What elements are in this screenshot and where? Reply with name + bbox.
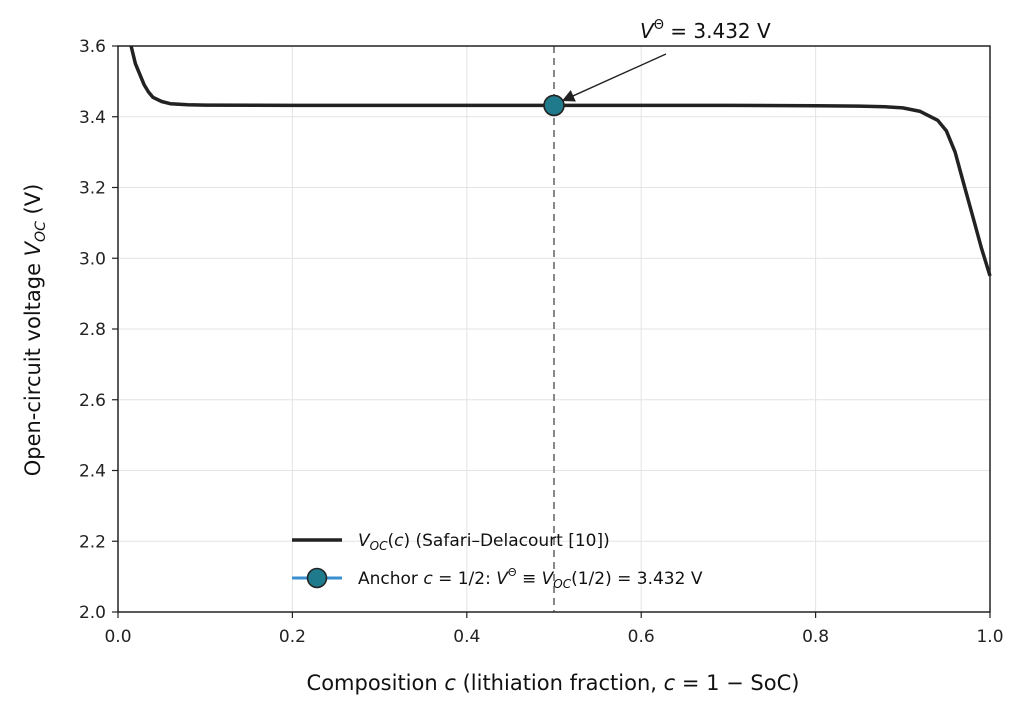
y-axis-ticks: 2.0 2.2 2.4 2.6 2.8 3.0 3.2 3.4 3.6	[79, 37, 118, 623]
y-tick-label: 3.4	[79, 108, 106, 128]
anchor-annotation-arrow	[561, 53, 667, 102]
legend-anchor-label: Anchor c = 1/2: VΘ ≡ VOC(1/2) = 3.432 V	[358, 566, 703, 591]
y-tick-label: 2.2	[79, 532, 106, 552]
y-tick-label: 2.6	[79, 391, 106, 411]
legend: VOC(c) (Safari–Delacourt [10]) Anchor c …	[292, 531, 703, 591]
y-tick-label: 3.2	[79, 179, 106, 199]
x-tick-label: 0.4	[453, 627, 480, 647]
legend-curve-label: VOC(c) (Safari–Delacourt [10])	[358, 531, 610, 553]
x-tick-label: 0.8	[802, 627, 829, 647]
x-tick-label: 0.2	[279, 627, 306, 647]
anchor-annotation: VΘ = 3.432 V	[561, 18, 771, 102]
x-tick-label: 0.6	[628, 627, 655, 647]
y-tick-label: 3.6	[79, 37, 106, 57]
y-tick-label: 2.4	[79, 462, 106, 482]
legend-anchor-swatch-marker	[306, 567, 328, 589]
y-tick-label: 2.8	[79, 320, 106, 340]
x-axis-label: Composition c (lithiation fraction, c = …	[307, 671, 800, 695]
voc-curve	[129, 45, 992, 277]
y-tick-label: 3.0	[79, 249, 106, 269]
series-layer	[129, 45, 992, 277]
anchor-layer	[543, 94, 565, 117]
x-axis-ticks: 0.0 0.2 0.4 0.6 0.8 1.0	[104, 612, 1004, 647]
anchor-annotation-text: VΘ = 3.432 V	[640, 18, 771, 43]
x-tick-label: 1.0	[976, 627, 1003, 647]
anchor-point	[543, 94, 565, 117]
y-tick-label: 2.0	[79, 603, 106, 623]
y-axis-label: Open-circuit voltage VOC (V)	[21, 184, 49, 477]
x-tick-label: 0.0	[104, 627, 131, 647]
